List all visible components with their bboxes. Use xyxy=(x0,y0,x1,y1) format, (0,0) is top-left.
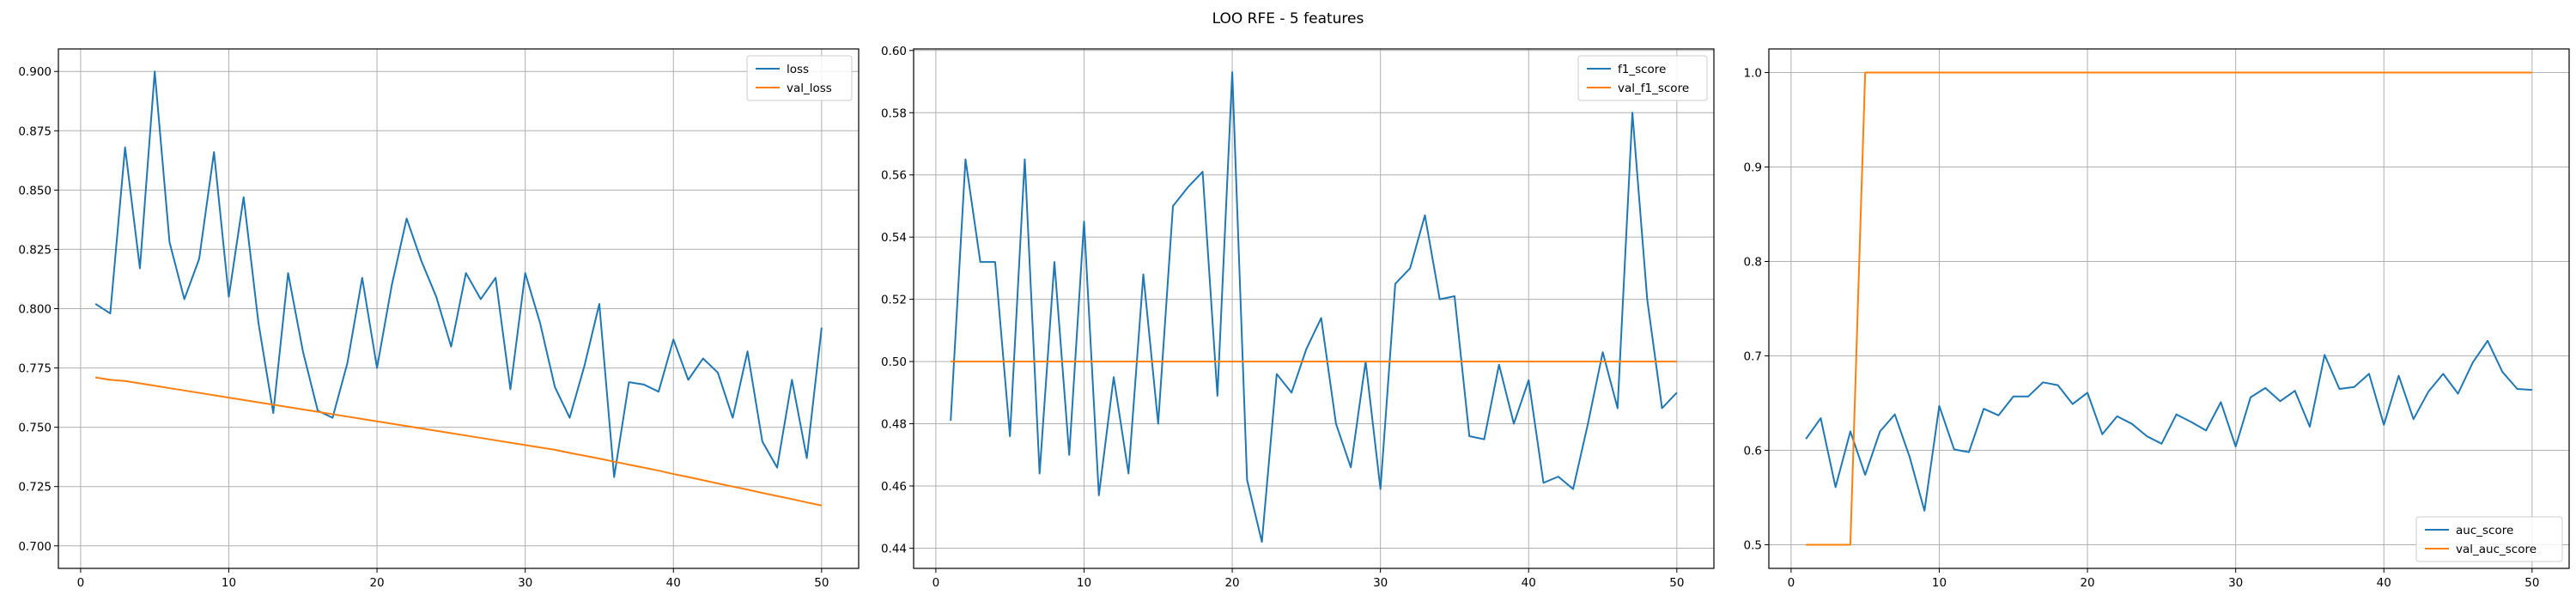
y-tick-label: 1.0 xyxy=(1744,67,1762,81)
x-tick-label: 20 xyxy=(2080,576,2094,590)
series-line-val_auc_score xyxy=(1806,71,2532,546)
chart-panel-2: 0 10 20 30 40 50 0.44 0.46 0.48 0.50 0.52 0.54 0.56 0… xyxy=(881,45,1715,590)
figure-title: LOO RFE - 5 features xyxy=(1212,10,1364,27)
x-tick-label: 30 xyxy=(518,576,532,590)
y-tick-label: 0.800 xyxy=(18,303,52,317)
y-tick-label: 0.7 xyxy=(1744,350,1762,364)
y-tick-label: 0.850 xyxy=(18,184,52,197)
y-tick-label: 0.44 xyxy=(881,542,907,555)
x-tick-label: 50 xyxy=(814,576,829,590)
legend-label: val_auc_score xyxy=(2456,543,2537,556)
x-tick-label: 40 xyxy=(666,576,681,590)
y-tick-label: 0.725 xyxy=(18,481,52,495)
x-tick-label: 40 xyxy=(1522,576,1536,590)
x-tick-label: 40 xyxy=(2377,576,2391,590)
legend: auc_score val_auc_score xyxy=(2415,516,2563,562)
legend-label: val_loss xyxy=(787,82,832,95)
y-tick-label: 0.875 xyxy=(18,124,52,138)
plot-frame xyxy=(913,48,1715,569)
legend-label: loss xyxy=(787,63,809,76)
y-tick-label: 0.6 xyxy=(1744,445,1762,458)
x-tick-label: 30 xyxy=(2228,576,2243,590)
x-tick-label: 20 xyxy=(1224,576,1239,590)
series-line-loss xyxy=(94,70,823,478)
chart-panel-1: 0 10 20 30 40 50 0.700 0.725 0.750 0.775 0.800 0.82… xyxy=(18,48,860,590)
x-tick-label: 50 xyxy=(1669,576,1684,590)
x-tick-label: 50 xyxy=(2524,576,2539,590)
y-tick-label: 0.54 xyxy=(881,231,907,245)
plot-frame xyxy=(1768,48,2570,569)
y-tick-label: 0.8 xyxy=(1744,256,1762,270)
y-tick-label: 0.58 xyxy=(881,106,907,120)
legend: f1_score val_f1_score xyxy=(1577,55,1708,101)
y-tick-label: 0.900 xyxy=(18,65,52,79)
y-tick-label: 0.775 xyxy=(18,362,52,376)
y-tick-label: 0.9 xyxy=(1744,161,1762,175)
x-tick-label: 0 xyxy=(933,576,940,590)
legend-box xyxy=(2415,516,2563,562)
series-line-auc_score xyxy=(1805,339,2532,512)
y-tick-label: 0.700 xyxy=(18,540,52,554)
x-tick-label: 10 xyxy=(222,576,236,590)
y-tick-label: 0.46 xyxy=(881,480,907,494)
legend-label: auc_score xyxy=(2456,524,2513,537)
y-tick-label: 0.56 xyxy=(881,169,907,183)
y-tick-label: 0.50 xyxy=(881,355,907,369)
y-tick-label: 0.825 xyxy=(18,243,52,257)
chart-panel-3: 0 10 20 30 40 50 0.5 0.6 0.7 0.8 0.9 1.0 auc_scoreva… xyxy=(1744,48,2570,590)
x-tick-label: 20 xyxy=(369,576,384,590)
legend: loss val_loss xyxy=(746,55,853,101)
legend-box xyxy=(746,55,853,101)
x-tick-label: 10 xyxy=(1932,576,1947,590)
series-line-val_loss xyxy=(94,376,823,507)
x-tick-label: 30 xyxy=(1373,576,1388,590)
y-tick-label: 0.750 xyxy=(18,422,52,435)
y-tick-label: 0.48 xyxy=(881,418,907,432)
y-tick-label: 0.60 xyxy=(881,45,907,58)
legend-label: f1_score xyxy=(1618,63,1666,76)
legend-box xyxy=(1577,55,1708,101)
series-line-f1_score xyxy=(950,71,1678,543)
y-tick-label: 0.52 xyxy=(881,294,907,307)
x-tick-label: 10 xyxy=(1077,576,1091,590)
x-tick-label: 0 xyxy=(77,576,85,590)
y-tick-label: 0.5 xyxy=(1744,539,1762,553)
x-tick-label: 0 xyxy=(1788,576,1795,590)
chart-panels: 0 10 20 30 40 500.7000.7250.7500.7750.8000.82… xyxy=(18,45,2570,590)
legend-label: val_f1_score xyxy=(1618,82,1689,95)
